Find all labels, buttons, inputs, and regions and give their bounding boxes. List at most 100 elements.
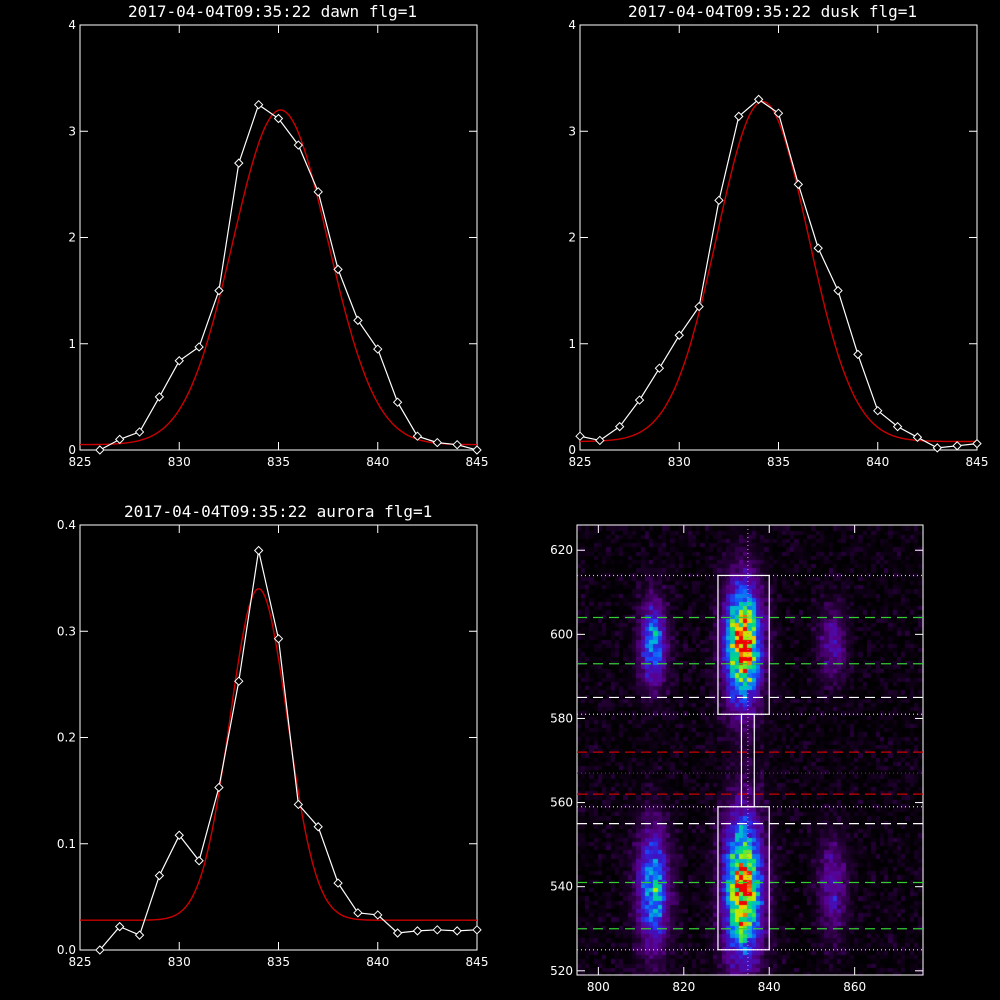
data-point-1-6 bbox=[694, 301, 704, 312]
x-tick-label-0-1: 830 bbox=[168, 455, 191, 469]
data-point-0-7 bbox=[234, 158, 244, 168]
x-tick-label-1-4: 845 bbox=[966, 455, 989, 469]
y-tick-label-1-4: 4 bbox=[568, 18, 576, 32]
x-tick-label-2-2: 835 bbox=[267, 955, 290, 969]
data-point-1-2 bbox=[614, 421, 625, 432]
x-tick-label-0-2: 835 bbox=[267, 455, 290, 469]
fit-curve-2 bbox=[80, 588, 477, 921]
data-point-0-13 bbox=[353, 315, 363, 326]
measured-line-2 bbox=[99, 550, 477, 950]
data-point-1-8 bbox=[734, 111, 744, 122]
y-tick-label-2-2: 0.2 bbox=[57, 731, 76, 745]
data-point-1-4 bbox=[654, 363, 665, 373]
y-tick-label-1-1: 1 bbox=[568, 337, 576, 351]
data-point-0-11 bbox=[313, 187, 323, 197]
data-point-2-15 bbox=[392, 928, 403, 938]
measured-line-0 bbox=[99, 103, 477, 450]
data-point-0-19 bbox=[472, 445, 482, 455]
fit-curve-1 bbox=[580, 100, 977, 443]
fit-curve-0 bbox=[80, 109, 477, 446]
data-point-1-13 bbox=[833, 285, 843, 296]
data-point-1-5 bbox=[674, 330, 684, 340]
y-tick-label-1-2: 2 bbox=[568, 231, 576, 245]
data-point-1-9 bbox=[753, 94, 764, 105]
data-point-2-1 bbox=[114, 921, 125, 932]
data-point-0-17 bbox=[432, 437, 443, 448]
data-point-1-14 bbox=[853, 349, 863, 360]
data-point-2-9 bbox=[273, 633, 284, 644]
data-point-1-17 bbox=[912, 432, 923, 442]
x-tick-label-2-1: 830 bbox=[168, 955, 191, 969]
y-tick-label-1-0: 0 bbox=[568, 443, 576, 457]
heatmap-y-tick-label-4: 600 bbox=[550, 627, 573, 641]
x-tick-label-1-3: 840 bbox=[866, 455, 889, 469]
data-point-0-2 bbox=[134, 427, 145, 437]
x-tick-label-0-4: 845 bbox=[466, 455, 489, 469]
y-tick-label-2-3: 0.3 bbox=[57, 624, 76, 638]
heatmap-box-0 bbox=[717, 574, 770, 715]
data-point-2-5 bbox=[194, 856, 204, 866]
y-tick-label-0-4: 4 bbox=[68, 18, 76, 32]
heatmap-x-tick-label-2: 840 bbox=[758, 980, 781, 994]
data-point-0-16 bbox=[412, 431, 423, 441]
data-point-0-0 bbox=[95, 445, 105, 455]
plot-frame-0 bbox=[79, 24, 478, 451]
data-point-2-4 bbox=[174, 830, 184, 840]
heatmap-x-tick-label-0: 800 bbox=[587, 980, 610, 994]
data-point-1-12 bbox=[813, 243, 823, 253]
data-point-2-11 bbox=[313, 822, 323, 832]
data-point-2-3 bbox=[154, 870, 165, 881]
heatmap-y-tick-label-0: 520 bbox=[550, 964, 573, 978]
data-point-0-18 bbox=[452, 439, 462, 450]
dusk-title: 2017-04-04T09:35:22 dusk flg=1 bbox=[628, 2, 917, 21]
data-point-0-14 bbox=[373, 344, 383, 354]
data-point-2-0 bbox=[95, 945, 105, 955]
data-point-0-15 bbox=[392, 397, 403, 407]
data-point-1-7 bbox=[714, 195, 724, 206]
x-tick-label-1-1: 830 bbox=[668, 455, 691, 469]
y-tick-label-1-3: 3 bbox=[568, 124, 576, 138]
y-tick-label-2-1: 0.1 bbox=[57, 837, 76, 851]
data-point-2-18 bbox=[452, 926, 462, 936]
x-tick-label-2-0: 825 bbox=[69, 955, 92, 969]
data-point-1-10 bbox=[773, 108, 784, 118]
data-point-2-19 bbox=[472, 925, 482, 935]
data-point-2-16 bbox=[412, 926, 423, 936]
data-point-0-12 bbox=[333, 264, 343, 275]
y-tick-label-0-1: 1 bbox=[68, 337, 76, 351]
y-tick-label-0-3: 3 bbox=[68, 124, 76, 138]
y-tick-label-0-2: 2 bbox=[68, 231, 76, 245]
data-point-2-17 bbox=[432, 925, 443, 935]
y-tick-label-2-4: 0.4 bbox=[57, 518, 76, 532]
plot-frame-1 bbox=[579, 24, 978, 451]
data-point-1-11 bbox=[793, 179, 804, 190]
data-point-2-7 bbox=[234, 676, 244, 686]
heatmap-y-tick-label-3: 580 bbox=[550, 711, 573, 725]
data-point-2-8 bbox=[253, 545, 264, 556]
data-point-0-5 bbox=[194, 342, 204, 352]
dawn-title: 2017-04-04T09:35:22 dawn flg=1 bbox=[128, 2, 417, 21]
heatmap-x-tick-label-3: 860 bbox=[843, 980, 866, 994]
data-point-1-0 bbox=[575, 431, 585, 441]
heatmap-x-tick-label-1: 820 bbox=[672, 980, 695, 994]
plot-frame-2 bbox=[79, 524, 478, 951]
data-point-1-20 bbox=[972, 438, 982, 449]
x-tick-label-1-2: 835 bbox=[767, 455, 790, 469]
data-point-1-15 bbox=[873, 405, 883, 416]
data-point-0-10 bbox=[293, 140, 304, 150]
data-point-2-10 bbox=[293, 799, 304, 810]
data-point-0-3 bbox=[154, 392, 165, 402]
data-point-1-3 bbox=[634, 395, 645, 405]
aurora-title: 2017-04-04T09:35:22 aurora flg=1 bbox=[124, 502, 433, 521]
data-point-0-6 bbox=[214, 285, 224, 296]
data-point-1-19 bbox=[952, 441, 962, 451]
data-point-1-1 bbox=[595, 435, 605, 446]
heatmap-y-tick-label-2: 560 bbox=[550, 796, 573, 810]
data-point-2-2 bbox=[134, 930, 145, 940]
x-tick-label-1-0: 825 bbox=[569, 455, 592, 469]
heatmap-frame bbox=[576, 524, 924, 976]
data-point-0-9 bbox=[273, 113, 284, 124]
data-point-0-1 bbox=[114, 434, 125, 445]
